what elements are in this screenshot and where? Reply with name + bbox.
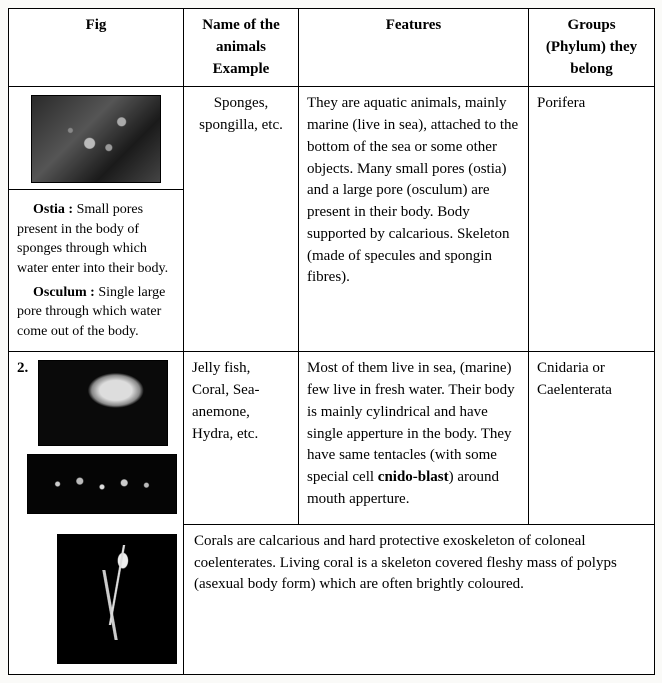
osculum-term: Osculum : — [33, 285, 95, 300]
table-row: Sponges, spongilla, etc. They are aquati… — [9, 87, 655, 190]
features-cell-porifera: They are aquatic animals, mainly marine … — [299, 87, 529, 352]
features-cell-cnidaria: Most of them live in sea, (marine) few l… — [299, 352, 529, 525]
fig-cell-hydra — [9, 524, 184, 675]
header-row: Fig Name of the animals Example Features… — [9, 9, 655, 87]
definitions-cell: Ostia : Small pores present in the body … — [9, 190, 184, 352]
name-cell-cnidaria: Jelly fish, Coral, Sea-anemone, Hydra, e… — [184, 352, 299, 525]
header-features: Features — [299, 9, 529, 87]
phylum-table: Fig Name of the animals Example Features… — [8, 8, 655, 675]
header-name: Name of the animals Example — [184, 9, 299, 87]
fig-cell-cnidaria: 2. — [9, 352, 184, 525]
ostia-definition: Ostia : Small pores present in the body … — [17, 200, 175, 278]
coral-note: Corals are calcarious and hard protectiv… — [184, 524, 655, 675]
osculum-definition: Osculum : Single large pore through whic… — [17, 283, 175, 342]
coral-image — [27, 454, 177, 514]
features-bold: cnido-blast — [378, 469, 449, 485]
header-group: Groups (Phylum) they belong — [529, 9, 655, 87]
name-cell-porifera: Sponges, spongilla, etc. — [184, 87, 299, 352]
features-pre: Most of them live in sea, (marine) few l… — [307, 360, 515, 485]
row-number: 2. — [17, 358, 28, 380]
hydra-image — [57, 534, 177, 664]
group-cell-porifera: Porifera — [529, 87, 655, 352]
jellyfish-image — [38, 360, 168, 446]
header-fig: Fig — [9, 9, 184, 87]
fig-cell-sponge — [9, 87, 184, 190]
group-cell-cnidaria: Cnidaria or Caelenterata — [529, 352, 655, 525]
table-row: 2. Jelly fish, Coral, Sea-anemone, Hydra… — [9, 352, 655, 525]
sponge-image — [31, 95, 161, 183]
ostia-term: Ostia : — [33, 202, 73, 217]
